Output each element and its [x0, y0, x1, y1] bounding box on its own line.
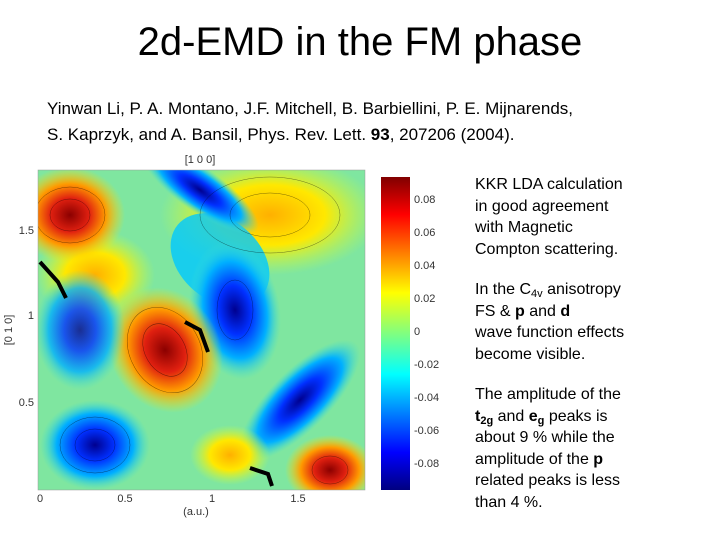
text-run: and: [524, 302, 561, 320]
text-line: S. Kaprzyk, and A. Bansil, Phys. Rev. Le…: [47, 122, 573, 148]
text-line: Yinwan Li, P. A. Montano, J.F. Mitchell,…: [47, 96, 573, 122]
paragraph: The amplitude of the t2g and eg peaks is a…: [475, 384, 715, 513]
text-run: about 9 % while the: [475, 429, 615, 446]
colorbar: [381, 177, 410, 490]
colorbar-tick-label: -0.04: [414, 392, 439, 404]
text-run: 2g: [480, 414, 494, 427]
text-run: wave function effects: [475, 324, 625, 341]
text-run: and: [493, 407, 529, 425]
text-run: p: [515, 302, 525, 320]
text-run: in good agreement: [475, 197, 609, 215]
text-line: t2g and eg peaks is: [475, 406, 715, 428]
text-line: in good agreement: [475, 196, 715, 218]
y-tick-label: 1.5: [19, 225, 34, 237]
text-line: Compton scattering.: [475, 239, 715, 261]
text-run: KKR LDA calculation: [475, 176, 623, 193]
colorbar-tick-label: 0.04: [414, 260, 435, 272]
text-line: FS & p and d: [475, 301, 715, 323]
citation: Yinwan Li, P. A. Montano, J.F. Mitchell,…: [47, 96, 573, 148]
colorbar-tick-label: 0.06: [414, 227, 435, 239]
text-line: In the C4v anisotropy: [475, 279, 715, 301]
text-line: related peaks is less: [475, 470, 715, 492]
colorbar-tick-label: -0.02: [414, 359, 439, 371]
text-run: peaks is: [544, 407, 608, 425]
text-run: The amplitude of the: [475, 386, 621, 403]
paragraph: KKR LDA calculation in good agreement with…: [475, 174, 715, 260]
text-run: 93: [370, 125, 390, 144]
text-line: wave function effects: [475, 322, 715, 344]
text-run: become visible.: [475, 345, 586, 363]
colorbar-tick-label: 0.08: [414, 194, 435, 206]
colorbar-tick-label: -0.06: [414, 425, 439, 437]
colorbar-tick-label: 0.02: [414, 293, 435, 305]
text-line: amplitude of the p: [475, 449, 715, 471]
x-tick-label: 0: [37, 493, 43, 505]
text-run: related peaks is less: [475, 472, 620, 489]
text-run: than 4 %.: [475, 493, 543, 511]
y-tick-label: 0.5: [19, 397, 34, 409]
paragraph: In the C4v anisotropy FS & p and d wave fu…: [475, 279, 715, 365]
text-run: S. Kaprzyk, and A. Bansil, Phys. Rev. Le…: [47, 125, 371, 144]
text-run: anisotropy: [542, 281, 621, 298]
text-line: become visible.: [475, 344, 715, 366]
text-run: t: [475, 407, 481, 425]
text-run: amplitude of the: [475, 450, 594, 468]
text-run: d: [560, 302, 571, 320]
colorbar-tick-label: -0.08: [414, 458, 439, 470]
text-run: Yinwan Li, P. A. Montano, J.F. Mitchell,…: [47, 99, 573, 118]
x-tick-label: 1.5: [290, 493, 305, 505]
axis-label: [1 0 0]: [185, 154, 216, 166]
x-tick-label: 1: [209, 493, 215, 505]
text-run: , 207206 (2004).: [389, 125, 515, 144]
text-line: about 9 % while the: [475, 427, 715, 449]
text-line: KKR LDA calculation: [475, 174, 715, 196]
text-run: 4v: [531, 288, 543, 300]
text-line: The amplitude of the: [475, 384, 715, 406]
text-run: FS &: [475, 302, 516, 320]
text-line: than 4 %.: [475, 492, 715, 514]
description: KKR LDA calculation in good agreement with…: [475, 174, 715, 532]
text-run: p: [593, 450, 604, 468]
y-tick-label: 1: [28, 310, 34, 322]
x-tick-label: 0.5: [117, 493, 132, 505]
axis-label: [0 1 0]: [3, 315, 15, 346]
slide-title: 2d-EMD in the FM phase: [137, 20, 583, 64]
heatmap: [38, 170, 365, 490]
text-line: with Magnetic: [475, 217, 715, 239]
text-run: In the C: [475, 281, 532, 298]
text-run: e: [528, 407, 538, 425]
colorbar-tick-label: 0: [414, 326, 420, 338]
axis-label: (a.u.): [183, 506, 209, 518]
text-run: Compton scattering.: [475, 240, 619, 258]
text-run: g: [537, 414, 545, 427]
text-run: with Magnetic: [475, 219, 573, 236]
